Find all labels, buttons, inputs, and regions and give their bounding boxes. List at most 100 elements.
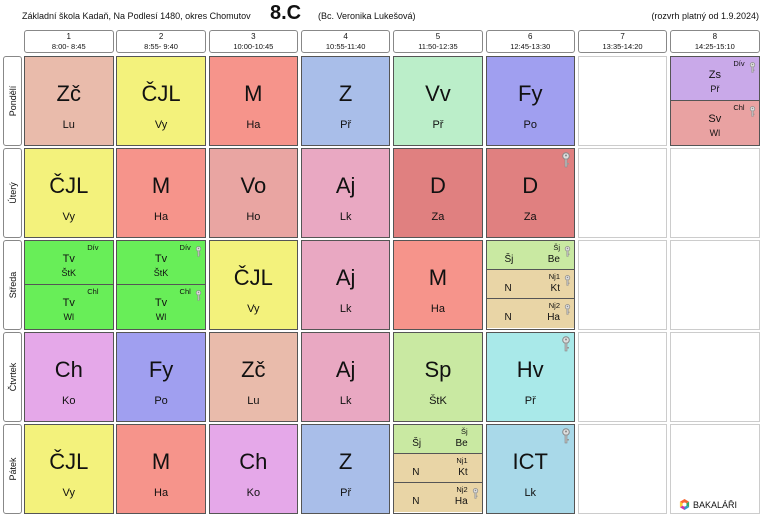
subject: Zč — [56, 81, 81, 106]
lesson-part: Nj2 N Ha — [394, 483, 482, 513]
empty-cell — [577, 56, 668, 146]
lesson-cell: M Ha — [116, 424, 206, 514]
subject: Hv — [516, 357, 544, 382]
logo: BAKALÁŘI — [679, 499, 737, 510]
period-time: 8:00- 8:45 — [51, 42, 86, 51]
group: Nj2 — [548, 301, 560, 311]
lesson-cell: M Ha — [116, 148, 206, 238]
teacher: ŠtK — [61, 268, 76, 278]
group: Chl — [87, 286, 99, 296]
subject: Tv — [62, 253, 75, 265]
lesson-part: Nj1 N Kt — [486, 270, 574, 300]
subject: D — [522, 173, 539, 198]
period-number: 4 — [343, 32, 348, 41]
group: Nj1 — [456, 456, 468, 466]
period-time: 10:00-10:45 — [233, 42, 274, 51]
period-number: 7 — [620, 32, 625, 41]
period-time: 11:50-12:35 — [418, 42, 458, 51]
lesson-cell: M Ha — [393, 240, 483, 330]
teacher: Lk — [524, 487, 537, 499]
subject: Zč — [241, 357, 266, 382]
period-number: 8 — [712, 32, 718, 41]
teacher: Př — [524, 395, 536, 407]
teacher: Za — [431, 211, 445, 223]
lesson-part: Šj Šj Be — [394, 425, 482, 455]
teacher: Po — [154, 395, 168, 407]
teacher: Ho — [246, 211, 261, 223]
subject: ČJL — [49, 173, 89, 198]
subject: Šj — [412, 438, 422, 449]
lesson-cell: Sp ŠtK — [393, 332, 483, 422]
lesson-cell: Dív Tv ŠtK Chl Tv Wl — [24, 240, 114, 330]
day-label: Úterý — [3, 148, 22, 238]
subject: Fy — [518, 81, 543, 106]
period-time: 10:55-11:40 — [325, 42, 366, 51]
key-icon — [472, 486, 479, 499]
period-header: 6 12:45-13:30 — [485, 30, 575, 53]
lesson-cell: Aj Lk — [300, 148, 391, 238]
teacher: Vy — [247, 303, 260, 315]
teacher: Př — [340, 119, 352, 131]
subject: Tv — [154, 253, 168, 265]
teacher: Lk — [339, 211, 352, 223]
teacher: Ha — [547, 312, 560, 324]
subject: Sp — [424, 357, 452, 382]
empty-cell — [577, 240, 668, 330]
period-time: 8:55- 9:40 — [144, 42, 178, 51]
empty-cell — [670, 148, 760, 238]
subject: Z — [338, 81, 353, 106]
lesson-cell: Hv Př — [485, 332, 575, 422]
key-icon — [195, 288, 202, 301]
lesson-cell: ČJL Vy — [24, 424, 114, 514]
subject: M — [151, 449, 171, 474]
subject: N — [412, 467, 420, 479]
group: Dív — [179, 243, 191, 252]
subject: Vv — [425, 81, 451, 106]
lesson-cell: Dív Tv ŠtK Chl Tv Wl — [116, 240, 206, 330]
teacher: Př — [340, 487, 352, 499]
period-number: 2 — [158, 32, 164, 41]
group: Nj1 — [548, 272, 560, 282]
teacher: Be — [547, 254, 560, 265]
period-number: 3 — [251, 32, 256, 41]
day-name: Úterý — [7, 181, 18, 204]
day-label: Středa — [3, 240, 22, 330]
period-header: 7 13:35-14:20 — [577, 30, 668, 53]
key-icon — [749, 60, 756, 73]
subject: ČJL — [233, 265, 273, 290]
lesson-cell: Zč Lu — [24, 56, 114, 146]
subject: N — [504, 283, 512, 295]
logo-icon — [679, 499, 690, 510]
teacher: Wl — [155, 311, 167, 322]
teacher: Vy — [62, 211, 75, 223]
lesson-part: Chl Tv Wl — [117, 284, 205, 329]
period-time: 13:35-14:20 — [602, 42, 643, 51]
lesson-cell: Zč Lu — [208, 332, 299, 422]
subject: Tv — [154, 296, 168, 309]
lesson-part: Nj2 N Ha — [486, 299, 574, 329]
lesson-part: Nj1 N Kt — [394, 454, 482, 484]
teacher: Wl — [709, 127, 721, 138]
teacher: Ha — [430, 303, 445, 315]
period-header: 4 10:55-11:40 — [300, 30, 391, 53]
lesson-cell: Šj Šj Be Nj1 N Kt Nj2 N Ha — [393, 424, 483, 514]
lesson-part: Chl Sv Wl — [671, 100, 759, 145]
teacher: Vy — [62, 487, 75, 499]
lesson-cell: ČJL Vy — [208, 240, 299, 330]
logo-text: BAKALÁŘI — [693, 499, 738, 510]
subject: Z — [338, 449, 353, 474]
group: Chl — [179, 286, 191, 296]
lesson-cell: Fy Po — [485, 56, 575, 146]
lesson-part: Dív Zs Př — [671, 57, 759, 101]
lesson-part: Chl Tv Wl — [25, 284, 113, 329]
teacher: Lu — [247, 395, 260, 407]
key-icon — [749, 104, 756, 117]
subject: Ch — [54, 357, 83, 382]
subject: ČJL — [49, 449, 89, 474]
lesson-cell: M Ha — [208, 56, 299, 146]
lesson-cell: Vo Ho — [208, 148, 299, 238]
key-icon — [195, 244, 202, 257]
empty-cell — [577, 332, 668, 422]
period-number: 6 — [528, 32, 533, 41]
subject: Zs — [708, 69, 721, 81]
